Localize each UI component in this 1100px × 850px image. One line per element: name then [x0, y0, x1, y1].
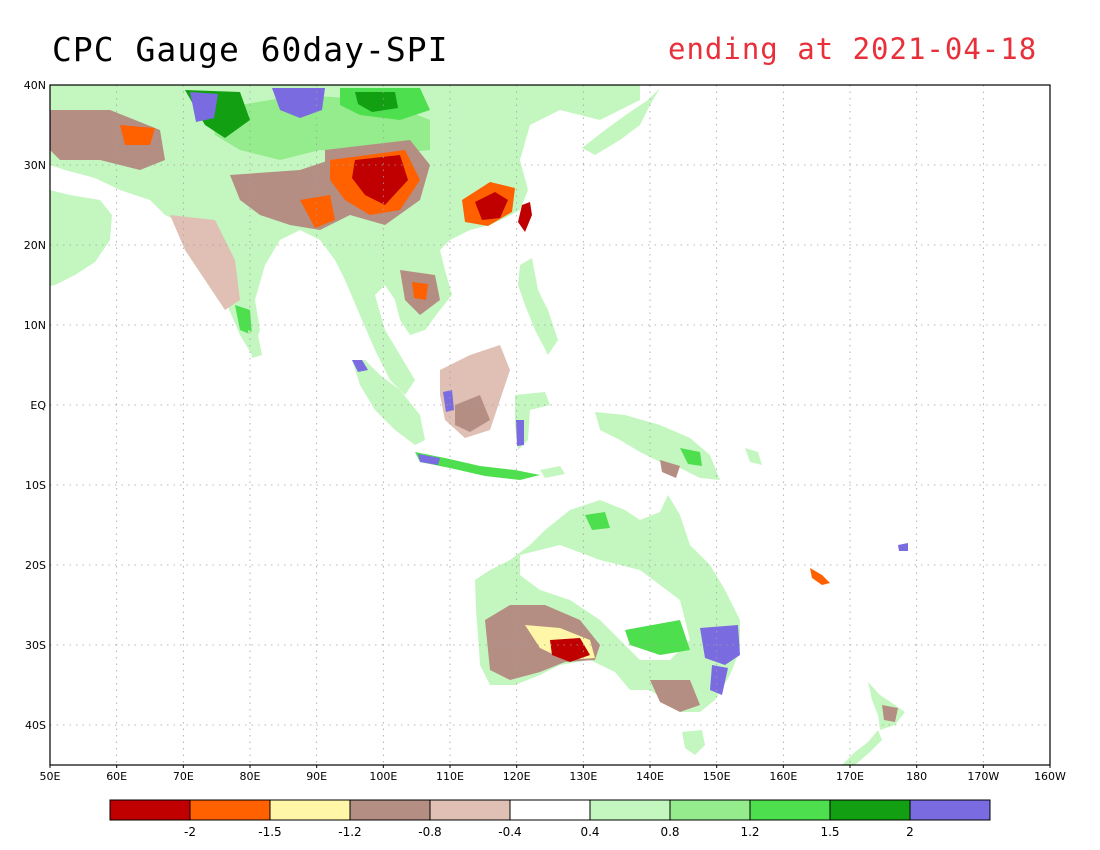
lat-tick-label: 20S [25, 559, 46, 572]
lat-tick-label: 30S [25, 639, 46, 652]
spi-patch-australia-south-dry [650, 680, 700, 712]
japan-landmass [582, 88, 660, 155]
lat-ticks: 40N 30N 20N 10N EQ 10S 20S 30S 40S [24, 79, 47, 732]
colorbar-label: -0.4 [498, 825, 521, 839]
lat-tick-label: 10N [24, 319, 46, 332]
colorbar-label: -0.8 [418, 825, 441, 839]
spi-patch-newguinea-wet [680, 448, 702, 466]
colorbar-swatch [109, 799, 191, 821]
colorbar-swatch [909, 799, 991, 821]
colorbar-label: -2 [184, 825, 196, 839]
lon-tick-label: 160E [769, 770, 797, 783]
map-frame [49, 84, 1051, 766]
tasmania-landmass [682, 730, 705, 755]
lon-tick-label: 50E [40, 770, 61, 783]
lat-tick-label: 20N [24, 239, 46, 252]
lon-tick-label: 140E [636, 770, 664, 783]
colorbar-label: 2 [906, 825, 914, 839]
spi-patch-borneo-wet [443, 390, 454, 412]
colorbar: -2 -1.5 -1.2 -0.8 -0.4 0.4 0.8 1.2 1.5 2 [109, 799, 991, 839]
lat-tick-label: 30N [24, 159, 46, 172]
colorbar-label: 1.5 [820, 825, 839, 839]
lon-tick-label: 170E [836, 770, 864, 783]
colorbar-swatch [669, 799, 751, 821]
lon-tick-label: 160W [1034, 770, 1066, 783]
spi-patch-north-extreme [272, 88, 325, 118]
java-landmass [415, 452, 540, 480]
lat-tick-label: 40S [25, 719, 46, 732]
lon-tick-label: 70E [173, 770, 194, 783]
spi-patch-australia-se-extreme [710, 665, 728, 695]
lon-tick-label: 180 [906, 770, 927, 783]
spi-field [50, 85, 908, 765]
spi-patch-australia-extreme [550, 638, 590, 662]
sumatra-landmass [352, 360, 425, 445]
map-subtitle: ending at 2021-04-18 [668, 32, 1038, 66]
lon-tick-label: 80E [240, 770, 261, 783]
arabia-landmass [50, 190, 112, 286]
map-title: CPC Gauge 60day-SPI [52, 30, 449, 69]
spi-patch-india-wet [235, 305, 252, 335]
spi-patch-sumatra-wet [352, 360, 368, 372]
spi-patch-himalaya-severe [300, 195, 335, 228]
asia-landmass [50, 85, 640, 395]
lon-tick-label: 120E [503, 770, 531, 783]
srilanka-landmass [248, 330, 262, 358]
solomon-landmass [745, 448, 762, 465]
spi-patch-australia-north-wet [585, 512, 610, 530]
nz-south-landmass [842, 730, 882, 765]
spi-patch-indochina-severe [412, 282, 428, 300]
map-grid [50, 85, 1050, 765]
taiwan-landmass [518, 202, 532, 232]
lon-tick-label: 100E [369, 770, 397, 783]
lon-tick-label: 130E [569, 770, 597, 783]
colorbar-swatch [829, 799, 911, 821]
colorbar-swatch [189, 799, 271, 821]
colorbar-label: -1.2 [338, 825, 361, 839]
spi-patch-west-severe [120, 125, 155, 145]
lat-tick-label: 40N [24, 79, 46, 92]
colorbar-label: -1.5 [258, 825, 281, 839]
spi-patch-west-dry [50, 110, 165, 170]
newcaledonia-landmass [810, 568, 830, 585]
colorbar-label: 1.2 [740, 825, 759, 839]
lat-tick-label: 10S [25, 479, 46, 492]
lat-tick-label: EQ [30, 399, 46, 412]
spi-patch-australia-east-wet [625, 620, 690, 655]
spi-patch-china-extreme [352, 155, 408, 205]
lon-tick-label: 150E [703, 770, 731, 783]
colorbar-swatch [269, 799, 351, 821]
colorbar-label: 0.4 [580, 825, 599, 839]
lon-ticks: 50E 60E 70E 80E 90E 100E 110E 120E 130E 140E 150E 1… [40, 765, 1066, 783]
newguinea-landmass [595, 412, 720, 480]
spi-patch-borneo-dry [455, 395, 490, 432]
spi-patch-sulawesi-wet [516, 420, 524, 446]
colorbar-label: 0.8 [660, 825, 679, 839]
spi-patch-newguinea-dry [660, 460, 680, 478]
lon-tick-label: 90E [306, 770, 327, 783]
spi-patch-se-china-extreme [475, 192, 508, 220]
spi-patch-india-dry [170, 215, 240, 310]
lon-tick-label: 110E [436, 770, 464, 783]
spi-patch-kazakh-extreme [190, 92, 218, 122]
fiji-landmass [898, 543, 908, 551]
timor-landmass [540, 466, 565, 478]
spi-patch-java-extreme [418, 454, 440, 465]
colorbar-swatch [589, 799, 671, 821]
colorbar-swatch [509, 799, 591, 821]
colorbar-swatch [749, 799, 831, 821]
spi-patch-nz-dry [882, 705, 898, 722]
philippines-landmass [518, 258, 558, 355]
lon-tick-label: 170W [967, 770, 999, 783]
lon-tick-label: 60E [106, 770, 127, 783]
colorbar-swatch [429, 799, 511, 821]
spi-patch-north-strong [355, 92, 398, 112]
colorbar-swatch [349, 799, 431, 821]
